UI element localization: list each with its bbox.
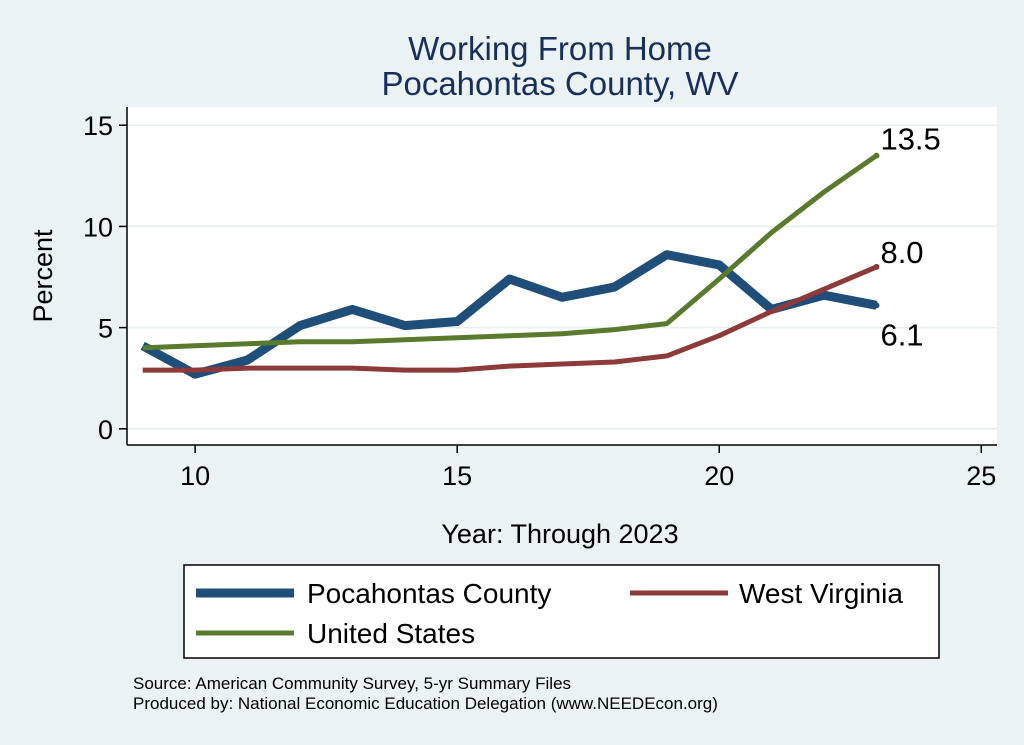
series-end-marker — [873, 263, 880, 270]
x-tick-label: 10 — [180, 461, 210, 491]
y-tick-label: 5 — [98, 314, 113, 344]
series-line-pocahontas-county — [140, 250, 878, 379]
legend-label-west-virginia: West Virginia — [739, 578, 903, 609]
x-tick-label: 15 — [442, 461, 472, 491]
gridlines — [127, 124, 997, 430]
legend: Pocahontas County West Virginia United Sta… — [183, 564, 940, 659]
series-end-marker — [873, 302, 880, 309]
y-tick-label: 15 — [83, 111, 113, 141]
end-label-pocahontas-county: 6.1 — [880, 317, 923, 352]
producer-note: Produced by: National Economic Education… — [133, 694, 718, 713]
series-line-united-states — [142, 153, 878, 351]
x-axis-label: Year: Through 2023 — [441, 519, 678, 549]
axes: 0 5 10 15 10 15 20 25 — [83, 107, 997, 491]
y-tick-label: 0 — [98, 415, 113, 445]
legend-box — [183, 564, 940, 659]
end-label-united-states: 13.5 — [880, 122, 940, 157]
x-tick-label: 25 — [966, 461, 996, 491]
source-note: Source: American Community Survey, 5-yr … — [133, 674, 571, 693]
chart-title-line-1: Working From Home — [408, 30, 712, 67]
x-tick-label: 20 — [704, 461, 734, 491]
end-labels: 6.1 8.0 13.5 — [880, 122, 940, 353]
series-line-west-virginia — [142, 264, 878, 373]
series-end-marker — [873, 152, 880, 159]
y-axis-label: Percent — [28, 229, 58, 323]
legend-label-united-states: United States — [307, 618, 475, 649]
plot-area — [127, 107, 997, 445]
end-label-west-virginia: 8.0 — [880, 235, 923, 270]
y-tick-label: 10 — [83, 212, 113, 242]
legend-label-pocahontas-county: Pocahontas County — [307, 578, 551, 609]
series-lines — [140, 152, 880, 379]
chart-title-line-2: Pocahontas County, WV — [381, 65, 738, 102]
